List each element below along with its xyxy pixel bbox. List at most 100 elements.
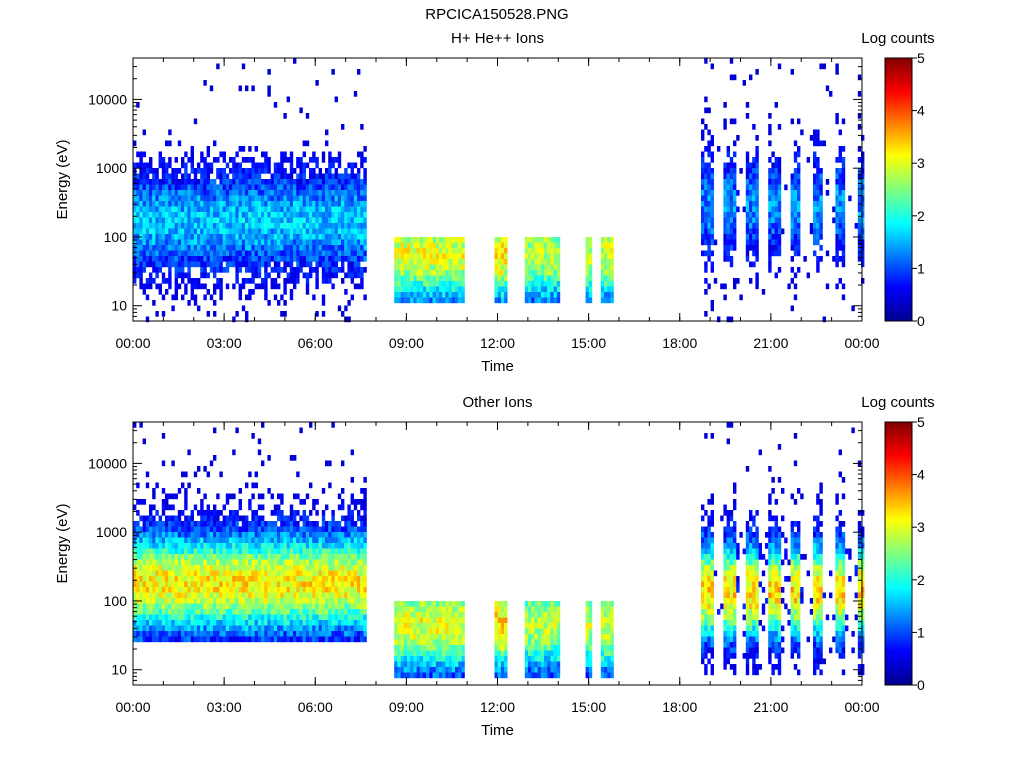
spectrogram-cell <box>257 543 262 549</box>
spectrogram-cell <box>257 598 262 604</box>
spectrogram-cell <box>184 206 188 213</box>
spectrogram-cell <box>225 554 230 560</box>
spectrogram-cell <box>755 168 759 174</box>
spectrogram-cell <box>550 292 554 298</box>
spectrogram-cell <box>500 253 505 260</box>
spectrogram-cell <box>161 294 166 301</box>
spectrogram-cell <box>168 554 172 560</box>
spectrogram-cell <box>604 275 608 282</box>
spectrogram-cell <box>254 195 258 202</box>
spectrogram-cell <box>245 85 249 92</box>
spectrogram-cell <box>142 228 146 235</box>
spectrogram-cell <box>193 537 198 544</box>
spectrogram-cell <box>363 603 367 610</box>
spectrogram-cell <box>328 609 332 615</box>
spectrogram-cell <box>161 543 166 549</box>
spectrogram-cell <box>419 297 424 304</box>
spectrogram-cell <box>177 570 182 577</box>
spectrogram-cell <box>790 118 794 125</box>
spectrogram-cell <box>321 201 326 207</box>
spectrogram-cell <box>197 636 201 643</box>
spectrogram-cell <box>451 248 456 254</box>
spectrogram-cell <box>213 548 217 555</box>
spectrogram-cell <box>261 201 265 207</box>
spectrogram-cell <box>248 559 252 566</box>
spectrogram-cell <box>193 548 198 555</box>
spectrogram-cell <box>448 259 452 265</box>
spectrogram-cell <box>261 504 265 511</box>
spectrogram-cell <box>432 297 436 304</box>
spectrogram-cell <box>752 195 756 202</box>
spectrogram-cell <box>168 190 172 196</box>
spectrogram-cell <box>213 206 217 213</box>
spectrogram-cell <box>423 242 427 249</box>
spectrogram-cell <box>181 239 185 246</box>
spectrogram-cell <box>293 234 297 240</box>
spectrogram-cell <box>353 267 358 273</box>
spectrogram-cell <box>184 212 188 218</box>
spectrogram-cell <box>312 250 316 257</box>
spectrogram-cell <box>360 278 364 284</box>
spectrogram-cell <box>213 510 217 516</box>
spectrogram-cell <box>145 554 150 560</box>
spectrogram-cell <box>321 300 326 306</box>
spectrogram-cell <box>213 603 217 610</box>
spectrogram-cell <box>241 234 246 240</box>
spectrogram-cell <box>325 631 329 637</box>
spectrogram-cell <box>302 173 306 180</box>
spectrogram-cell <box>142 631 146 637</box>
spectrogram-cell <box>161 239 166 246</box>
spectrogram-cell <box>550 281 554 287</box>
spectrogram-cell <box>341 261 345 268</box>
spectrogram-cell <box>251 278 255 284</box>
spectrogram-cell <box>174 581 178 588</box>
spectrogram-cell <box>149 206 153 213</box>
spectrogram-cell <box>248 157 252 163</box>
spectrogram-cell <box>187 614 191 621</box>
spectrogram-cell <box>771 151 775 158</box>
spectrogram-cell <box>350 168 354 174</box>
spectrogram-cell <box>315 278 319 284</box>
spectrogram-cell <box>347 234 351 240</box>
spectrogram-cell <box>139 526 143 533</box>
spectrogram-cell <box>181 482 185 489</box>
spectrogram-cell <box>585 253 589 260</box>
spectrogram-cell <box>209 576 214 582</box>
spectrogram-cell <box>270 223 274 229</box>
spectrogram-cell <box>257 256 262 262</box>
spectrogram-cell <box>347 521 351 527</box>
spectrogram-cell <box>257 228 262 235</box>
spectrogram-cell <box>445 264 449 271</box>
spectrogram-cell <box>136 162 140 169</box>
spectrogram-cell <box>556 264 561 271</box>
spectrogram-cell <box>334 636 338 643</box>
spectrogram-cell <box>813 217 817 224</box>
spectrogram-cell <box>350 526 354 533</box>
spectrogram-cell <box>451 297 456 304</box>
spectrogram-cell <box>534 292 538 298</box>
spectrogram-cell <box>331 162 335 169</box>
spectrogram-cell <box>328 543 332 549</box>
spectrogram-cell <box>742 80 746 86</box>
spectrogram-cell <box>155 603 159 610</box>
spectrogram-cell <box>410 237 414 243</box>
spectrogram-cell <box>494 297 498 304</box>
spectrogram-cell <box>813 212 817 218</box>
spectrogram-cell <box>136 603 140 610</box>
spectrogram-cell <box>451 237 456 243</box>
spectrogram-cell <box>232 625 236 632</box>
spectrogram-cell <box>344 515 348 522</box>
spectrogram-cell <box>426 270 430 276</box>
spectrogram-cell <box>193 554 198 560</box>
spectrogram-cell <box>261 179 265 185</box>
spectrogram-cell <box>745 212 750 218</box>
spectrogram-cell <box>413 259 417 265</box>
spectrogram-cell <box>136 532 140 538</box>
spectrogram-cell <box>363 212 367 218</box>
spectrogram-cell <box>251 548 255 555</box>
spectrogram-cell <box>315 157 319 163</box>
spectrogram-cell <box>209 565 214 571</box>
spectrogram-cell <box>155 482 159 489</box>
spectrogram-cell <box>347 625 351 632</box>
spectrogram-cell <box>407 601 411 607</box>
